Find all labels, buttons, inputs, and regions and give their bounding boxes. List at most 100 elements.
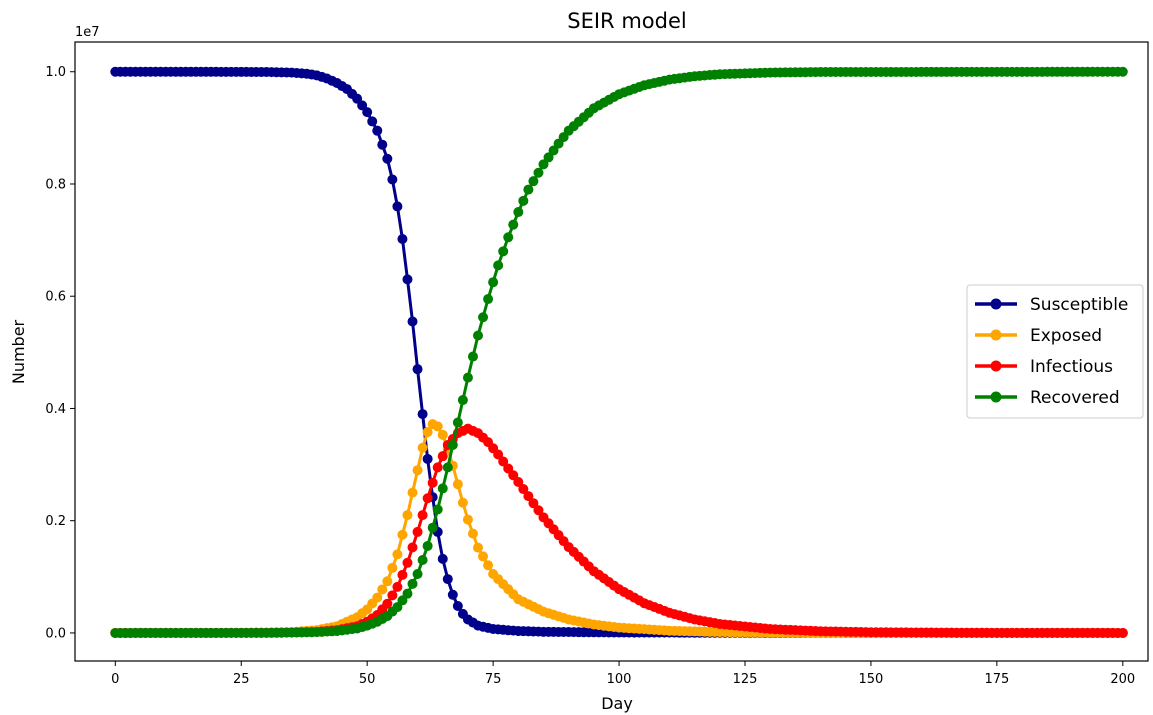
y-axis-label: Number [9,319,28,384]
data-point [422,493,433,504]
data-point [467,528,478,539]
x-tick-label: 75 [485,672,502,687]
data-point [478,312,489,323]
data-point [452,479,463,490]
data-point [523,491,534,502]
x-tick-label: 100 [607,672,632,687]
chart-title: SEIR model [567,9,686,33]
data-point [397,569,408,580]
data-point [407,487,418,498]
y-tick-label: 1.0 [45,65,66,80]
series-line-exposed [115,422,1123,635]
y-tick-label: 0.2 [45,514,66,529]
data-point [377,584,388,595]
legend-item-recovered: Recovered [975,388,1120,408]
data-point [437,483,448,494]
data-point [417,409,428,420]
data-point [1117,66,1128,77]
data-point [498,456,509,467]
x-axis-label: Day [601,694,633,713]
data-point [377,139,388,150]
data-point [372,592,383,603]
x-tick-label: 0 [111,672,119,687]
data-point [392,549,403,560]
data-point [422,453,433,464]
legend-frame [966,284,1144,419]
plot-frame [74,41,1149,662]
data-point [417,442,428,453]
series-exposed [110,419,1128,638]
y-tick-label: 0.0 [45,626,66,641]
data-point [412,526,423,537]
data-point [518,484,529,495]
data-point [498,246,509,257]
data-point [397,529,408,540]
data-point [372,125,383,136]
data-point [362,107,373,118]
data-point [442,574,453,585]
data-point [457,395,468,406]
y-tick-label: 0.6 [45,290,66,305]
data-point [402,588,413,599]
data-point [538,159,549,170]
data-point [437,553,448,564]
data-point [417,554,428,565]
x-axis: 0 25 50 75 100 125 150 175 200 [111,661,1135,687]
data-point [412,569,423,580]
data-point [432,462,443,473]
x-tick-label: 50 [359,672,376,687]
data-point [508,219,519,230]
data-point [427,477,438,488]
data-point [473,542,483,553]
data-point [432,504,443,515]
data-point [422,427,433,438]
y-tick-label: 0.4 [45,402,66,417]
data-point [442,462,453,473]
data-point [402,510,413,521]
x-tick-label: 150 [859,672,884,687]
data-point [483,560,494,571]
series-recovered [110,66,1128,638]
data-point [1117,627,1128,638]
data-point [503,232,514,243]
data-point [488,277,499,288]
data-point [412,364,423,375]
data-point [367,116,378,127]
data-point [407,316,418,327]
data-point [407,542,418,553]
data-point [518,195,529,206]
data-point [452,601,463,611]
data-point [422,540,433,551]
data-point [392,201,403,212]
legend-item-infectious: Infectious [975,357,1113,377]
data-point [543,152,554,163]
x-tick-label: 25 [233,672,250,687]
data-point [523,184,534,195]
series-line-infectious [115,427,1123,635]
y-axis: 0.0 0.2 0.4 0.6 0.8 1.0 [45,65,75,641]
legend-label: Susceptible [1030,295,1128,315]
legend-swatch-marker [990,329,1002,341]
legend-item-exposed: Exposed [975,326,1102,346]
data-point [478,551,489,562]
data-point [397,233,408,244]
data-point [427,522,438,533]
data-point [513,207,524,218]
data-point [432,421,443,432]
legend-item-susceptible: Susceptible [975,295,1128,315]
data-point [462,514,473,525]
data-point [473,330,483,341]
x-tick-label: 200 [1110,672,1135,687]
data-point [457,497,468,508]
x-tick-label: 175 [984,672,1009,687]
legend: Susceptible Exposed Infectious Recovered [966,284,1144,419]
data-point [407,578,418,589]
data-point [382,153,393,164]
data-point [402,274,413,285]
data-point [387,590,398,601]
legend-label: Infectious [1030,357,1113,377]
series-layer [110,66,1128,638]
data-point [483,294,494,305]
data-point [548,145,559,156]
